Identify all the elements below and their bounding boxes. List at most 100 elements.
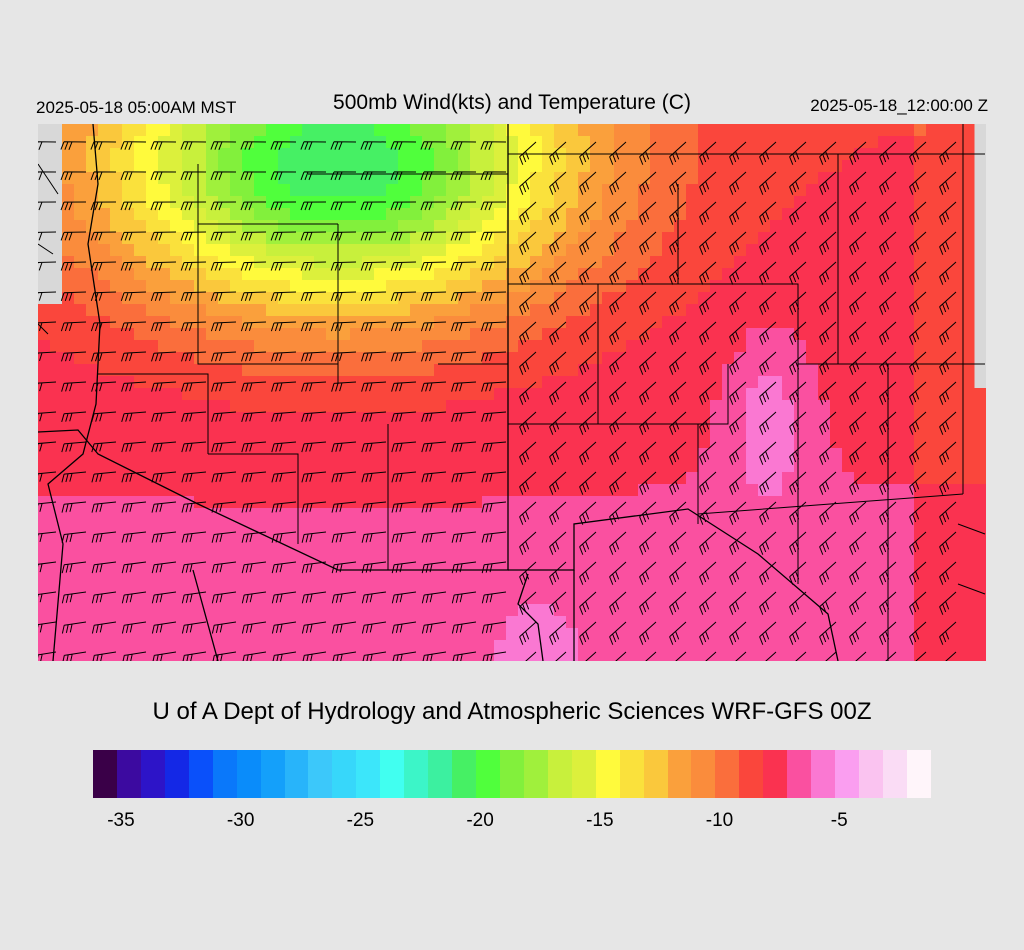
wind-barb: [819, 621, 837, 645]
wind-barb: [451, 531, 477, 543]
wind-barb: [759, 411, 777, 435]
wind-barb: [789, 471, 807, 495]
wind-barb: [121, 501, 147, 513]
wind-barb: [549, 591, 567, 615]
wind-barb: [939, 501, 957, 525]
wind-barb: [609, 381, 627, 405]
colorbar-swatch: [835, 750, 859, 798]
wind-barb: [421, 471, 447, 483]
wind-barb: [360, 171, 387, 181]
wind-barb: [241, 351, 267, 362]
colorbar-swatch: [715, 750, 740, 798]
wind-barb: [90, 321, 117, 332]
wind-barb: [519, 471, 537, 495]
wind-barb: [819, 471, 837, 495]
colorbar-swatch: [404, 750, 429, 798]
wind-barb: [360, 231, 387, 241]
wind-barb: [481, 561, 507, 574]
wind-barb: [909, 471, 927, 495]
wind-barb: [579, 591, 597, 615]
wind-barb: [38, 261, 57, 271]
wind-barb: [361, 531, 387, 543]
wind-barb: [482, 651, 507, 661]
wind-barb: [789, 501, 807, 525]
wind-barb: [180, 261, 207, 271]
wind-barb: [181, 351, 207, 362]
wind-barb: [819, 441, 837, 465]
wind-barb: [270, 291, 297, 302]
wind-barb: [151, 621, 177, 634]
wind-barb: [849, 201, 867, 225]
wind-barb: [675, 651, 687, 661]
wind-barb: [579, 411, 597, 435]
wind-barb: [391, 561, 417, 574]
wind-barb: [360, 321, 387, 332]
wind-barb: [91, 351, 117, 362]
wind-barb: [210, 291, 237, 302]
wind-barb: [211, 591, 237, 604]
wind-barb: [421, 531, 447, 543]
wind-barb: [705, 651, 717, 661]
wind-barb: [549, 291, 567, 315]
colorbar-swatch: [787, 750, 812, 798]
wind-barb: [759, 561, 777, 585]
wind-barb: [90, 291, 117, 302]
wind-barb: [939, 411, 957, 435]
wind-barb: [729, 411, 747, 435]
wind-barb: [609, 411, 627, 435]
wind-barb: [939, 531, 957, 555]
wind-barb: [849, 621, 867, 645]
colorbar-swatch: [763, 750, 788, 798]
wind-barb: [849, 351, 867, 375]
colorbar-tick-label: -35: [107, 810, 135, 831]
wind-barb: [735, 651, 747, 661]
wind-barb: [609, 351, 627, 375]
wind-barb: [271, 411, 297, 423]
wind-barb: [909, 351, 927, 375]
wind-barb: [452, 651, 477, 661]
wind-barb: [391, 591, 417, 604]
wind-barb: [939, 291, 957, 315]
wind-barb: [639, 561, 657, 585]
wind-barb: [38, 201, 57, 211]
wind-barb: [699, 141, 717, 165]
wind-barb: [939, 351, 957, 375]
wind-barb: [120, 291, 147, 302]
colorbar-swatch: [380, 750, 405, 798]
wind-barb: [390, 141, 417, 150]
wind-barb: [451, 351, 477, 362]
wind-barb: [361, 471, 387, 483]
wind-barb: [271, 381, 297, 392]
wind-barb: [729, 261, 747, 285]
wind-barb: [421, 351, 447, 362]
wind-barb: [271, 351, 297, 362]
wind-barb: [121, 381, 147, 392]
wind-barb: [450, 201, 477, 211]
wind-barb: [789, 261, 807, 285]
wind-barb: [421, 621, 447, 634]
wind-barb: [729, 591, 747, 615]
wind-barb: [609, 501, 627, 525]
colorbar-ticks: -35 -30 -25 -20 -15 -10 -5: [0, 810, 1024, 840]
wind-barb: [271, 591, 297, 604]
wind-barb: [699, 201, 717, 225]
wind-barb: [210, 171, 237, 181]
wind-barb: [300, 261, 327, 271]
colorbar-tick-label: -10: [705, 810, 734, 831]
wind-barb: [699, 381, 717, 405]
wind-barb: [669, 381, 687, 405]
wind-barb: [819, 201, 837, 225]
wind-barb: [879, 171, 897, 195]
wind-barb: [759, 291, 777, 315]
wind-barb: [481, 471, 507, 483]
wind-barb: [150, 231, 177, 241]
wind-barb: [240, 261, 267, 271]
wind-barb: [211, 441, 237, 453]
wind-barb: [420, 291, 447, 302]
wind-barb: [302, 651, 327, 661]
wind-barb: [390, 231, 417, 241]
wind-barb: [361, 351, 387, 362]
colorbar-swatch: [164, 750, 189, 798]
colorbar-tick-label: -5: [830, 810, 848, 831]
wind-barb: [909, 591, 927, 615]
